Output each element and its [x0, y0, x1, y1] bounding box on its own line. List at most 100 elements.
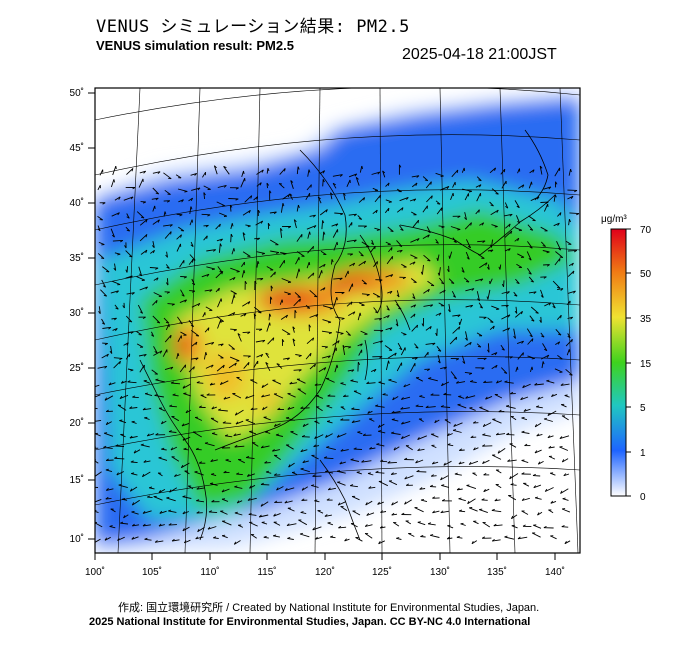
wind-arrowhead — [194, 173, 198, 176]
wind-arrow — [242, 210, 251, 216]
wind-arrowhead — [399, 347, 403, 351]
wind-arrow — [482, 459, 490, 465]
wind-arrowhead — [204, 442, 209, 444]
wind-arrowhead — [181, 423, 185, 427]
wind-arrowhead — [494, 498, 498, 502]
wind-arrowhead — [561, 525, 565, 528]
wind-arrowhead — [220, 320, 222, 324]
wind-arrowhead — [496, 209, 499, 213]
wind-arrowhead — [571, 262, 574, 266]
wind-arrow — [315, 536, 323, 540]
wind-arrowhead — [219, 223, 221, 228]
wind-arrowhead — [248, 512, 252, 515]
wind-arrowhead — [182, 437, 186, 441]
wind-arrow — [431, 433, 439, 438]
wind-arrow — [177, 188, 188, 192]
wind-arrow — [534, 383, 544, 386]
wind-arrowhead — [391, 502, 394, 506]
wind-arrowhead — [247, 225, 251, 228]
wind-arrowhead — [572, 270, 575, 274]
wind-arrow — [476, 193, 481, 202]
wind-arrowhead — [190, 324, 194, 328]
wind-arrowhead — [486, 296, 489, 300]
wind-arrowhead — [126, 229, 130, 232]
wind-arrowhead — [404, 476, 408, 480]
wind-arrowhead — [131, 472, 135, 475]
wind-arrow — [553, 194, 556, 202]
wind-arrowhead — [142, 201, 146, 204]
wind-arrowhead — [543, 525, 547, 529]
wind-arrowhead — [389, 327, 393, 331]
wind-arrow — [360, 330, 368, 335]
wind-arrow — [168, 524, 177, 526]
wind-arrow — [438, 225, 445, 228]
wind-arrow — [219, 212, 228, 217]
wind-arrow — [400, 347, 406, 356]
wind-arrow — [386, 256, 393, 265]
wind-arrow — [565, 338, 573, 347]
wind-arrowhead — [480, 278, 484, 282]
wind-arrow — [299, 533, 310, 538]
wind-arrow — [275, 434, 284, 437]
wind-arrowhead — [119, 357, 123, 361]
wind-arrow — [152, 241, 155, 248]
wind-arrowhead — [402, 276, 406, 280]
wind-arrowhead — [470, 304, 474, 308]
wind-arrowhead — [472, 421, 477, 424]
wind-arrow — [465, 251, 470, 260]
wind-arrowhead — [309, 353, 312, 357]
wind-arrowhead — [340, 332, 344, 335]
wind-arrow — [221, 488, 230, 493]
wind-arrow — [338, 526, 347, 529]
wind-arrowhead — [272, 448, 275, 452]
wind-arrowhead — [261, 394, 265, 398]
wind-arrowhead — [236, 500, 240, 504]
wind-arrowhead — [544, 488, 548, 492]
wind-arrowhead — [363, 197, 366, 201]
wind-arrow — [220, 510, 228, 515]
wind-arrow — [171, 456, 180, 462]
wind-arrowhead — [466, 280, 470, 283]
wind-arrow — [401, 396, 411, 400]
lat-tick-label: 40˚ — [70, 197, 84, 209]
wind-arrow — [562, 498, 569, 501]
wind-arrowhead — [259, 328, 263, 332]
wind-arrow — [423, 304, 433, 307]
wind-arrowhead — [470, 380, 474, 382]
wind-arrow — [515, 306, 518, 314]
wind-arrowhead — [218, 408, 222, 411]
wind-arrow — [139, 170, 146, 174]
wind-arrow — [118, 484, 128, 489]
wind-arrow — [542, 250, 550, 253]
wind-arrowhead — [466, 257, 470, 260]
wind-arrow — [296, 251, 305, 257]
wind-arrow — [348, 222, 353, 228]
wind-arrow — [465, 331, 468, 341]
wind-arrow — [396, 362, 402, 372]
wind-arrowhead — [223, 470, 227, 474]
wind-arrowhead — [350, 379, 354, 382]
wind-arrow — [169, 405, 177, 408]
wind-arrowhead — [505, 205, 509, 209]
wind-arrow — [136, 331, 142, 336]
wind-arrowhead — [106, 488, 109, 491]
wind-arrow — [425, 406, 436, 409]
wind-arrowhead — [498, 409, 502, 413]
wind-arrowhead — [452, 295, 456, 298]
wind-arrowhead — [154, 351, 158, 354]
wind-arrowhead — [234, 511, 238, 514]
wind-arrowhead — [440, 175, 444, 177]
wind-arrowhead — [223, 185, 227, 188]
wind-arrowhead — [353, 213, 357, 217]
wind-arrow — [464, 341, 472, 347]
wind-arrowhead — [249, 485, 252, 489]
wind-arrowhead — [440, 405, 444, 408]
wind-arrow — [441, 484, 450, 488]
wind-arrow — [261, 445, 270, 449]
wind-arrowhead — [290, 180, 294, 183]
wind-arrow — [98, 306, 101, 314]
wind-arrow — [492, 539, 501, 542]
wind-arrow — [534, 497, 542, 500]
wind-arrow — [410, 254, 418, 259]
wind-arrowhead — [498, 266, 501, 270]
